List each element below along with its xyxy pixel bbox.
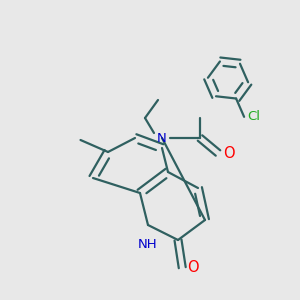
Text: N: N <box>157 131 167 145</box>
Text: O: O <box>223 146 235 160</box>
Text: NH: NH <box>138 238 158 251</box>
Text: Cl: Cl <box>247 110 260 123</box>
Text: O: O <box>187 260 199 275</box>
